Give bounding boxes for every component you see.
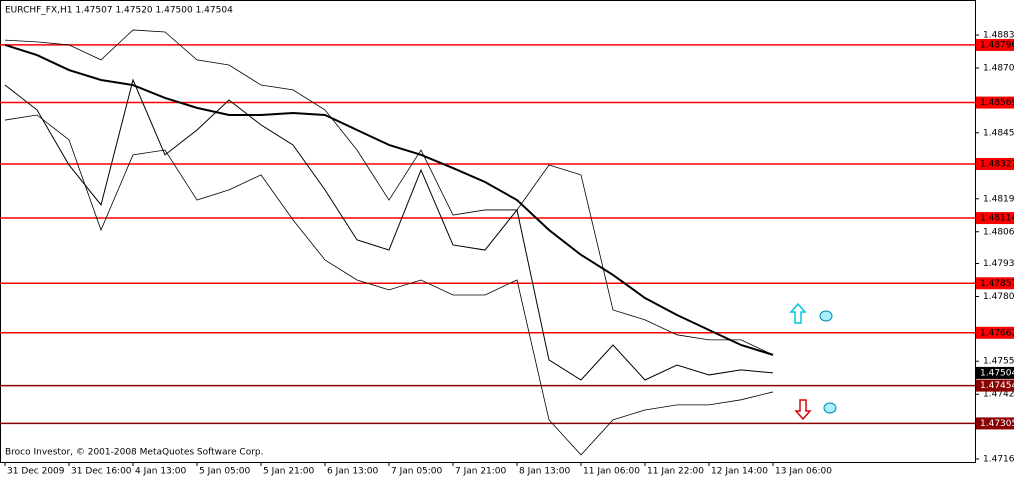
price-line bbox=[4, 78, 774, 381]
y-tick-label: 1.47935 bbox=[983, 259, 1014, 269]
x-tick-label: 5 Jan 21:00 bbox=[263, 467, 315, 477]
level-label-box bbox=[976, 157, 1014, 170]
price-line bbox=[4, 114, 774, 456]
level-label-box bbox=[976, 326, 1014, 339]
x-tick-label: 11 Jan 22:00 bbox=[647, 467, 704, 477]
y-tick-label: 1.48835 bbox=[983, 31, 1014, 41]
x-tick-label: 12 Jan 14:00 bbox=[711, 467, 768, 477]
level-label: 1.48796 bbox=[980, 40, 1014, 50]
x-tick-label: 7 Jan 21:00 bbox=[455, 467, 507, 477]
y-tick-label: 1.4845 bbox=[983, 128, 1014, 138]
level-label-box bbox=[976, 277, 1014, 290]
y-tick-label: 1.4819 bbox=[983, 194, 1014, 204]
y-tick-label: 1.47805 bbox=[983, 292, 1014, 302]
y-tick-label: 1.47165 bbox=[983, 454, 1014, 464]
last-price-box bbox=[976, 366, 1014, 379]
level-label: 1.47454 bbox=[980, 381, 1014, 391]
x-tick-label: 31 Dec 2009 bbox=[7, 467, 65, 477]
x-tick-label: 5 Jan 05:00 bbox=[199, 467, 251, 477]
x-tick-label: 11 Jan 06:00 bbox=[583, 467, 640, 477]
chart-title: EURCHF_FX,H1 1.47507 1.47520 1.47500 1.4… bbox=[5, 6, 233, 16]
level-label-box bbox=[976, 212, 1014, 225]
price-line bbox=[4, 43, 774, 356]
level-label: 1.47662 bbox=[980, 328, 1014, 338]
level-label: 1.47857 bbox=[980, 279, 1014, 289]
level-label-box bbox=[976, 96, 1014, 109]
x-tick-label: 7 Jan 05:00 bbox=[391, 467, 443, 477]
y-tick-label: 1.48705 bbox=[983, 64, 1014, 74]
level-label: 1.48569 bbox=[980, 98, 1014, 108]
x-tick-label: 13 Jan 06:00 bbox=[775, 467, 832, 477]
plot-frame bbox=[0, 0, 976, 463]
level-label-box bbox=[976, 417, 1014, 430]
level-label: 1.47305 bbox=[980, 419, 1014, 429]
level-label-box bbox=[976, 379, 1014, 392]
thumb-icon bbox=[819, 310, 833, 322]
y-tick-label: 1.4755 bbox=[983, 357, 1014, 367]
level-label: 1.48327 bbox=[980, 159, 1014, 169]
price-line bbox=[4, 29, 774, 356]
level-label: 1.48114 bbox=[980, 214, 1014, 224]
footer: Broco Investor, © 2001-2008 MetaQuotes S… bbox=[5, 448, 264, 458]
x-tick-label: 31 Dec 16:00 bbox=[71, 467, 132, 477]
x-tick-label: 6 Jan 13:00 bbox=[327, 467, 379, 477]
thumb-icon bbox=[823, 402, 837, 414]
y-tick-label: 1.4806 bbox=[983, 227, 1014, 237]
arrow-up bbox=[789, 302, 807, 324]
level-label-box bbox=[976, 38, 1014, 51]
x-tick-label: 4 Jan 13:00 bbox=[135, 467, 187, 477]
x-tick-label: 8 Jan 13:00 bbox=[519, 467, 571, 477]
y-tick-label: 1.4742 bbox=[983, 390, 1014, 400]
last-price-label: 1.47504 bbox=[980, 368, 1014, 378]
arrow-down bbox=[794, 399, 812, 421]
